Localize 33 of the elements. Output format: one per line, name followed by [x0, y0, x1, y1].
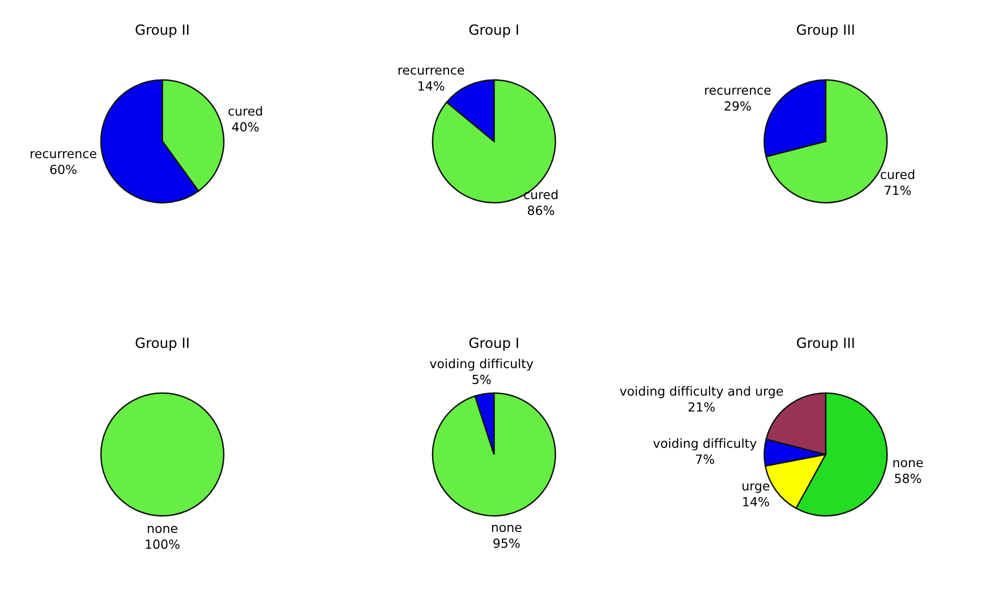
slice-label: none	[893, 460, 923, 468]
slice-label: urge	[742, 483, 770, 493]
slice-label: none	[492, 524, 522, 532]
chart-title: Group II	[136, 338, 188, 351]
slice-label: recurrence	[398, 68, 464, 75]
slice-label: voiding difficulty	[430, 358, 534, 371]
data-label: 58%	[894, 474, 922, 484]
data-label: 86%	[528, 206, 554, 216]
data-label: 21%	[688, 402, 715, 412]
chart-title: Group II	[136, 24, 188, 38]
slice-label: recurrence	[30, 151, 96, 158]
chart-title: Group III	[796, 24, 854, 38]
data-label: 29%	[724, 101, 751, 111]
data-label: 60%	[50, 164, 76, 174]
data-label: 14%	[418, 81, 444, 91]
slice-label: cured	[524, 190, 558, 200]
slice-label: cured	[228, 106, 262, 116]
data-label: 14%	[743, 497, 769, 506]
slice-label: none	[148, 526, 178, 534]
pie-slice	[432, 392, 556, 517]
data-label: 40%	[232, 122, 259, 132]
slice-label: cured	[880, 169, 914, 180]
chart-title: Group I	[469, 24, 518, 38]
data-label: 100%	[146, 539, 180, 549]
data-label: 7%	[696, 454, 714, 464]
data-label: 5%	[472, 374, 491, 384]
chart-title: Group I	[469, 338, 518, 351]
chart-title: Group III	[796, 338, 854, 351]
slice-label: voiding difficulty and urge	[620, 386, 783, 398]
data-label: 71%	[884, 186, 911, 196]
data-label: 95%	[493, 538, 520, 548]
slice-label: voiding difficulty	[653, 438, 757, 450]
slice-label: recurrence	[705, 88, 771, 95]
